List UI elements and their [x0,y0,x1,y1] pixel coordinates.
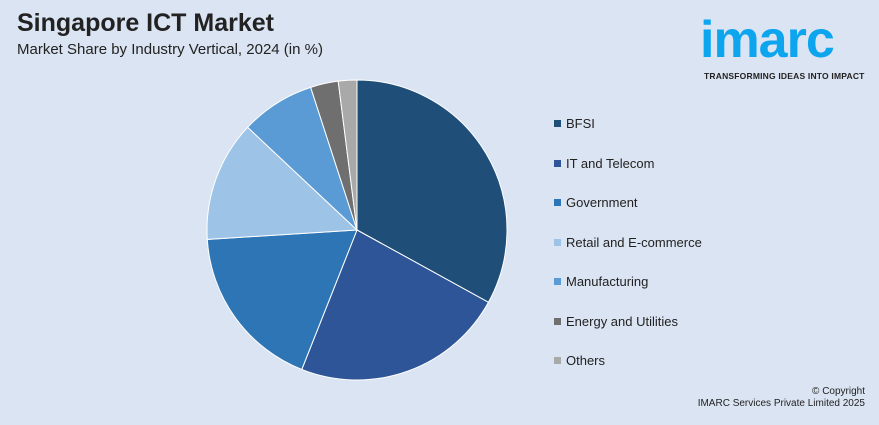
legend-swatch [554,199,561,207]
legend-label: Energy and Utilities [566,313,678,329]
legend-label: Retail and E-commerce [566,234,702,250]
pie-slice-bfsi [356,79,508,303]
pie-slice-retail-and-e-commerce [206,126,359,240]
legend-label: Government [566,195,638,211]
legend-item: Others [554,341,702,381]
legend-swatch [554,317,561,325]
legend-swatch [554,278,561,286]
legend-swatch [554,120,561,128]
copyright: © Copyright IMARC Services Private Limit… [698,386,865,410]
legend-swatch [554,357,561,365]
copyright-label: © Copyright [812,386,865,397]
legend-item: IT and Telecom [554,144,702,184]
pie-slice-others [337,79,358,231]
copyright-company: IMARC Services Private Limited 2025 [697,398,865,409]
legend-label: IT and Telecom [566,155,655,171]
pie-slice-it-and-telecom [301,229,490,381]
logo-word: imarc [700,11,835,69]
legend-label: BFSI [566,116,595,132]
legend-swatch [554,159,561,167]
legend-item: Retail and E-commerce [554,223,702,263]
chart-title: Singapore ICT Market [17,9,274,37]
legend-item: BFSI [554,104,702,144]
legend-item: Manufacturing [554,262,702,302]
legend-swatch [554,238,561,246]
legend-item: Energy and Utilities [554,302,702,342]
legend-label: Others [566,353,606,369]
legend-label: Manufacturing [566,274,649,290]
chart-subtitle: Market Share by Industry Vertical, 2024 … [17,41,323,58]
legend: BFSI IT and Telecom Government Retail and E… [554,104,702,381]
pie-slice-government [206,229,358,371]
legend-item: Government [554,183,702,223]
logo-tagline: TRANSFORMING IDEAS INTO IMPACT [704,71,865,81]
imarc-logo: imarc TRANSFORMING IDEAS INTO IMPACT [700,4,872,82]
